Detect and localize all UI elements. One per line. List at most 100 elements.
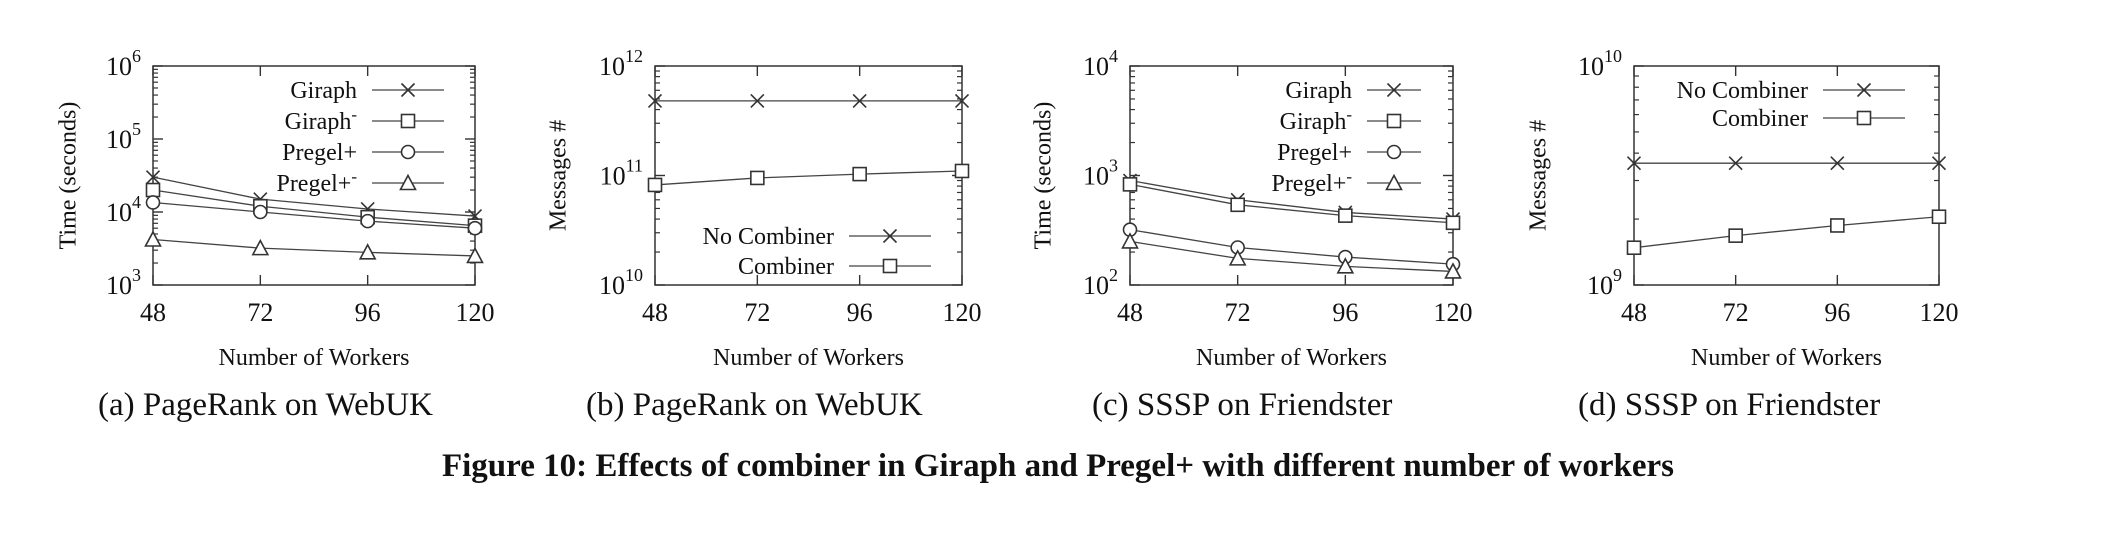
legend-marker-giraph-minus	[400, 113, 416, 129]
y-tick-label: 104	[1083, 46, 1118, 81]
legend-label-giraph-minus: Giraph-	[285, 105, 358, 135]
y-tick-label: 1010	[1578, 46, 1622, 81]
x-tick-label: 120	[943, 298, 982, 327]
legend-marker-pregel-plus	[400, 144, 416, 160]
legend-marker-giraph	[1386, 82, 1402, 98]
subcaption-c: (c) SSSP on Friendster	[1092, 387, 1393, 423]
y-tick-label: 103	[106, 265, 141, 300]
data-point-combiner	[1626, 240, 1642, 256]
data-point-no-combiner	[1830, 156, 1845, 171]
series-line-giraph	[1129, 179, 1454, 220]
x-tick-label: 120	[456, 298, 495, 327]
legend-label-pregel-plus-minus: Pregel+-	[276, 167, 357, 197]
data-point-no-combiner	[750, 93, 765, 108]
data-point-no-combiner	[852, 93, 867, 108]
y-axis-label: Time (seconds)	[1031, 102, 1057, 250]
legend-marker-pregel-plus	[1386, 144, 1402, 160]
legend-marker-pregel-plus-minus	[1385, 173, 1403, 191]
x-tick-label: 120	[1920, 298, 1959, 327]
y-tick-label: 109	[1587, 265, 1622, 300]
series-line-giraph	[152, 176, 476, 217]
data-point-pregel-plus	[145, 195, 161, 210]
legend-marker-giraph	[400, 82, 416, 98]
x-tick-label: 96	[355, 298, 381, 327]
data-point-combiner	[647, 177, 663, 193]
figure-caption: Figure 10: Effects of combiner in Giraph…	[441, 448, 1675, 484]
data-point-pregel-plus	[360, 213, 375, 229]
data-point-giraph-minus	[1445, 215, 1461, 231]
y-tick-label: 102	[1083, 265, 1118, 300]
y-tick-label: 104	[106, 192, 141, 227]
series-line-pregel-plus	[1129, 229, 1454, 265]
x-tick-label: 96	[1824, 298, 1850, 327]
legend-marker-giraph-minus	[1386, 113, 1402, 129]
legend-label-pregel-plus: Pregel+	[282, 140, 357, 166]
y-axis-label: Time (seconds)	[56, 102, 82, 250]
data-point-no-combiner	[1931, 156, 1947, 171]
legend-marker-combiner	[1856, 110, 1872, 126]
x-tick-label: 48	[1621, 298, 1647, 327]
y-tick-label: 1010	[599, 265, 643, 300]
subcaption-a: (a) PageRank on WebUK	[98, 387, 433, 423]
y-axis-label: Messages #	[546, 120, 572, 231]
legend-label-combiner: Combiner	[738, 254, 834, 280]
chart-3: 109 1010 48 72 96 120 Number of Workers Message…	[1526, 46, 1959, 371]
y-tick-label: 106	[106, 46, 141, 81]
x-tick-label: 72	[1723, 298, 1749, 327]
legend-marker-no-combiner	[882, 228, 898, 244]
data-point-no-combiner	[1728, 156, 1743, 171]
data-point-giraph-minus	[1122, 177, 1138, 192]
x-axis-label: Number of Workers	[1196, 345, 1387, 371]
data-point-combiner	[954, 163, 970, 179]
plot-frame	[152, 65, 476, 286]
x-tick-label: 72	[744, 298, 770, 327]
legend-marker-pregel-plus-minus	[399, 173, 417, 191]
x-tick-label: 48	[140, 298, 166, 327]
x-tick-label: 120	[1434, 298, 1473, 327]
y-tick-label: 1012	[599, 46, 643, 81]
legend-label-pregel-plus: Pregel+	[1277, 140, 1352, 166]
y-axis-label: Messages #	[1526, 120, 1552, 231]
x-tick-label: 48	[642, 298, 668, 327]
series-line-pregel-plus	[152, 201, 476, 229]
data-point-pregel-plus-minus	[466, 246, 484, 264]
data-point-pregel-plus-minus	[358, 243, 377, 260]
y-tick-label: 103	[1083, 156, 1118, 191]
data-point-combiner	[1728, 228, 1743, 243]
series-line-combiner	[654, 170, 963, 186]
data-point-giraph-minus	[145, 182, 161, 198]
y-tick-label: 105	[106, 119, 141, 154]
data-point-giraph-minus	[1338, 208, 1353, 223]
x-tick-label: 96	[847, 298, 873, 327]
data-point-pregel-plus	[253, 204, 268, 220]
legend-label-no-combiner: No Combiner	[1677, 78, 1808, 104]
data-point-no-combiner	[1626, 156, 1642, 171]
legend-label-giraph: Giraph	[1285, 78, 1352, 104]
data-point-pregel-plus	[467, 220, 483, 236]
data-point-pregel-plus-minus	[1121, 232, 1139, 249]
data-point-combiner	[852, 166, 867, 182]
legend-marker-combiner	[882, 258, 898, 274]
series-line-giraph-minus	[1129, 183, 1454, 224]
y-tick-label: 1011	[600, 156, 643, 191]
data-point-combiner	[750, 170, 765, 186]
chart-1: 1010 1011 1012 48 72 96 120 Number of Workers Me…	[546, 46, 982, 371]
legend-label-giraph-minus: Giraph-	[1280, 105, 1353, 135]
x-axis-label: Number of Workers	[219, 345, 410, 371]
data-point-pregel-plus-minus	[144, 230, 162, 247]
x-tick-label: 96	[1332, 298, 1358, 327]
series-line-giraph-minus	[152, 189, 476, 227]
x-axis-label: Number of Workers	[713, 345, 904, 371]
subcaption-d: (d) SSSP on Friendster	[1578, 387, 1881, 423]
data-point-giraph	[145, 170, 161, 185]
series-line-combiner	[1633, 216, 1940, 249]
legend-marker-no-combiner	[1856, 82, 1872, 98]
data-point-giraph-minus	[1230, 197, 1245, 213]
x-tick-label: 48	[1117, 298, 1143, 327]
data-point-pregel-plus-minus	[251, 238, 270, 256]
data-point-no-combiner	[954, 93, 970, 108]
series-line-pregel-plus-minus	[152, 238, 476, 257]
legend-label-giraph: Giraph	[290, 78, 357, 104]
data-point-combiner	[1931, 209, 1947, 225]
